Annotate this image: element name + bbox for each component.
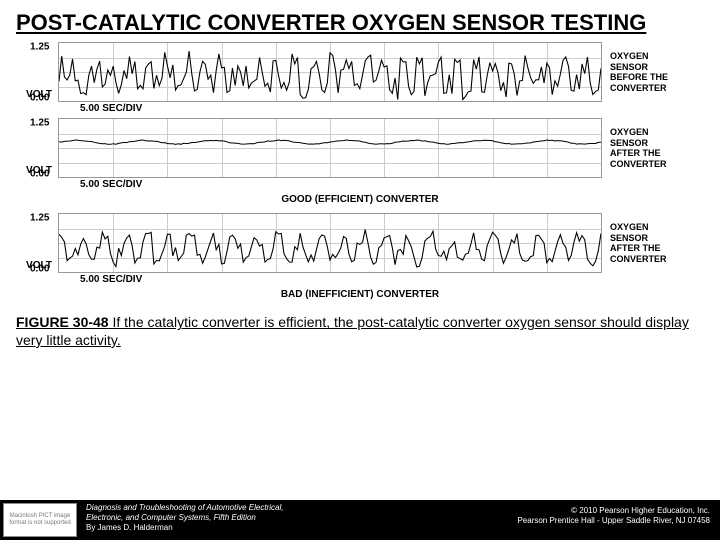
figure-caption: FIGURE 30-48 If the catalytic converter … xyxy=(0,308,720,351)
footer-author: By James D. Halderman xyxy=(86,523,505,533)
footer-right: © 2010 Pearson Higher Education, Inc. Pe… xyxy=(511,500,720,540)
ytick-low: 0.00 xyxy=(30,263,49,274)
plot-good xyxy=(58,118,602,178)
ytick-high: 1.25 xyxy=(30,213,49,224)
ytick-high: 1.25 xyxy=(30,42,49,53)
chart-panel-good: VOLT 1.25 0.00 OXYGENSENSORAFTER THECONV… xyxy=(20,118,700,205)
ytick-low: 0.00 xyxy=(30,168,49,179)
xaxis-label: 5.00 SEC/DIV xyxy=(20,179,700,190)
footer-copyright: © 2010 Pearson Higher Education, Inc. xyxy=(517,506,710,516)
footer-left: Diagnosis and Troubleshooting of Automot… xyxy=(80,500,511,540)
footer-logo-placeholder: Macintosh PICT image format is not suppo… xyxy=(3,503,77,537)
caption-good: GOOD (EFFICIENT) CONVERTER xyxy=(20,194,700,205)
footer: Macintosh PICT image format is not suppo… xyxy=(0,500,720,540)
plot-before xyxy=(58,42,602,102)
figure-text: If the catalytic converter is efficient,… xyxy=(16,314,689,348)
footer-publisher: Pearson Prentice Hall - Upper Saddle Riv… xyxy=(517,516,710,526)
side-label-bad: OXYGENSENSORAFTER THECONVERTER xyxy=(602,213,700,273)
chart-panel-bad: VOLT 1.25 0.00 OXYGENSENSORAFTER THECONV… xyxy=(20,213,700,300)
ytick-high: 1.25 xyxy=(30,118,49,129)
footer-book-title-2: Electronic, and Computer Systems, Fifth … xyxy=(86,513,505,523)
figure-number: FIGURE 30-48 xyxy=(16,314,109,330)
footer-book-title-1: Diagnosis and Troubleshooting of Automot… xyxy=(86,503,505,513)
xaxis-label: 5.00 SEC/DIV xyxy=(20,274,700,285)
plot-bad xyxy=(58,213,602,273)
side-label-good: OXYGENSENSORAFTER THECONVERTER xyxy=(602,118,700,178)
ytick-low: 0.00 xyxy=(30,92,49,103)
xaxis-label: 5.00 SEC/DIV xyxy=(20,103,700,114)
charts-area: VOLT 1.25 0.00 OXYGENSENSORBEFORE THECON… xyxy=(0,38,720,300)
caption-bad: BAD (INEFFICIENT) CONVERTER xyxy=(20,289,700,300)
side-label-before: OXYGENSENSORBEFORE THECONVERTER xyxy=(602,42,700,102)
page-title: POST-CATALYTIC CONVERTER OXYGEN SENSOR T… xyxy=(0,0,720,38)
chart-panel-before: VOLT 1.25 0.00 OXYGENSENSORBEFORE THECON… xyxy=(20,42,700,114)
